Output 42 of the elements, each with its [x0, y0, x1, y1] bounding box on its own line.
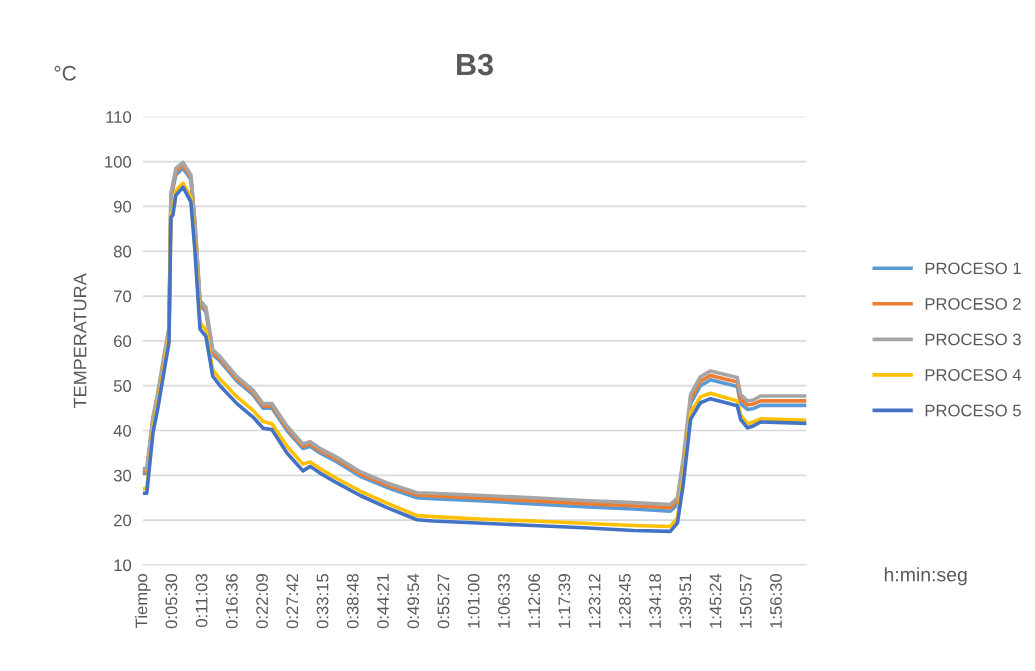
x-tick-label: 1:50:57	[739, 574, 752, 628]
x-tick-label: 0:38:48	[346, 574, 359, 629]
x-tick-label: 0:55:27	[437, 574, 450, 629]
y-tick-label: 40	[113, 424, 132, 437]
legend-label: PROCESO 4	[925, 369, 1022, 381]
x-tick-label: 1:12:06	[528, 574, 541, 628]
y-tick-label: 30	[113, 469, 132, 482]
legend-label: PROCESO 5	[925, 404, 1021, 417]
text: °C	[54, 65, 76, 81]
y-axis-title: TEMPERATURA	[73, 273, 87, 409]
x-tick-label: 0:22:09	[256, 574, 268, 629]
x-tick-label: 1:28:45	[618, 574, 631, 628]
y-tick-label: 60	[114, 335, 132, 348]
x-tick-label: 1:23:12	[588, 574, 601, 628]
x-tick-label: 0:05:30	[165, 573, 178, 629]
y-tick-label: 10	[114, 559, 132, 572]
y-tick-label: 70	[114, 290, 132, 303]
y-tick-label: 110	[106, 111, 132, 123]
x-tick-label: 1:01:00	[467, 573, 480, 628]
x-tick-label: 1:56:30	[770, 573, 782, 628]
y-tick-label: 90	[113, 200, 132, 213]
chart-title: B3	[457, 53, 493, 76]
x-tick-label: 1:17:39	[558, 574, 571, 628]
x-axis-title: h:min:seg	[884, 567, 967, 586]
x-tick-label: 0:33:15	[316, 574, 329, 629]
y-tick-label: 50	[113, 380, 132, 392]
y-tick-label: 80	[113, 245, 132, 258]
x-tick-label: 0:16:36	[225, 574, 238, 629]
x-tick-label: 1:06:33	[498, 574, 510, 628]
legend-label: PROCESO 3	[925, 333, 1021, 346]
x-tick-label: Tiempo	[135, 574, 151, 628]
x-tick-label: 1:39:51	[679, 574, 692, 628]
legend-label: PROCESO 2	[925, 298, 1021, 310]
x-tick-label: 0:49:54	[407, 573, 420, 629]
y-tick-label: 20	[114, 514, 132, 527]
legend-label: PROCESO 1	[925, 262, 1021, 275]
x-tick-label: 1:34:18	[649, 574, 661, 628]
x-tick-label: 0:44:21	[377, 574, 389, 629]
x-tick-label: 1:45:24	[709, 573, 722, 628]
x-tick-label: 0:11:03	[195, 574, 208, 628]
x-tick-label: 0:27:42	[286, 574, 299, 629]
y-tick-label: 100	[105, 155, 132, 168]
